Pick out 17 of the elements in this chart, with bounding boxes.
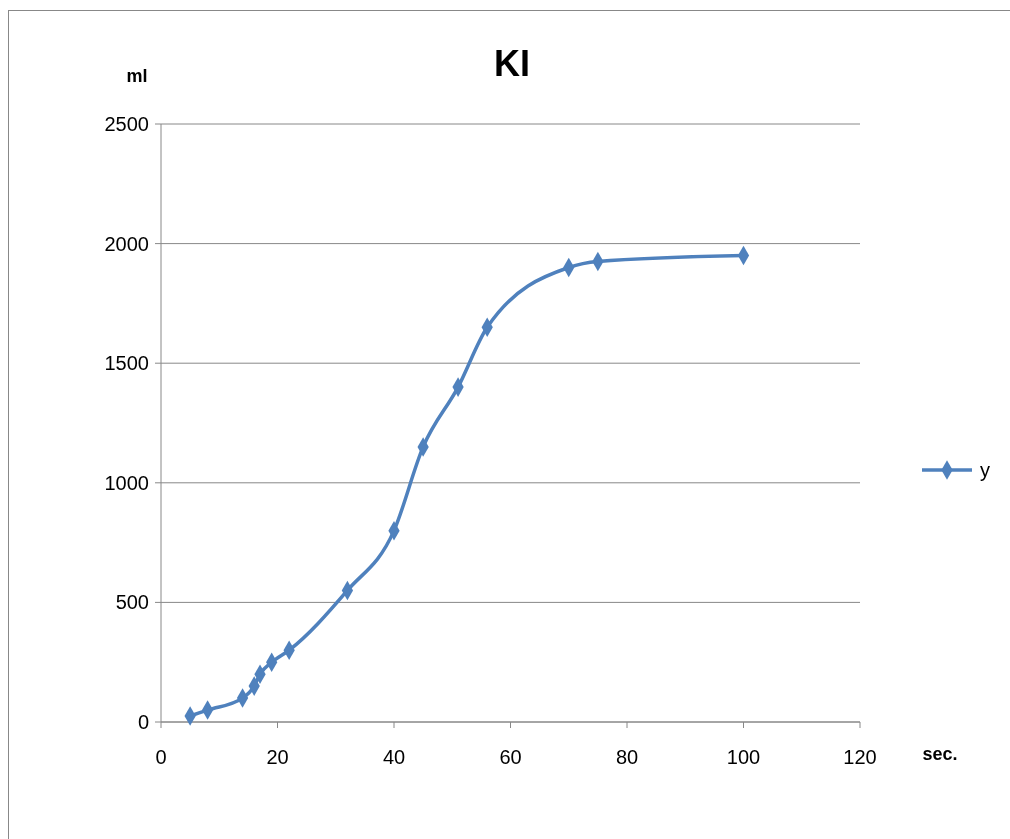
- y-tick-label: 2000: [104, 232, 149, 255]
- y-tick-label: 500: [115, 591, 149, 614]
- y-tick-label: 1000: [104, 471, 149, 494]
- y-tick-label: 0: [137, 711, 149, 733]
- x-tick-label: 100: [726, 746, 761, 768]
- legend-label: y: [980, 459, 990, 481]
- x-tick-label: 40: [382, 746, 406, 768]
- x-axis-title: sec.: [922, 744, 958, 764]
- chart-title: KI: [494, 43, 530, 84]
- y-tick-label: 1500: [104, 352, 149, 375]
- x-tick-label: 120: [843, 746, 877, 768]
- x-tick-label: 80: [615, 746, 639, 768]
- y-tick-label: 2500: [104, 113, 149, 135]
- x-tick-label: 60: [499, 746, 522, 768]
- x-tick-label: 0: [155, 746, 167, 768]
- y-axis-title: ml: [126, 66, 148, 86]
- x-tick-label: 20: [266, 746, 289, 768]
